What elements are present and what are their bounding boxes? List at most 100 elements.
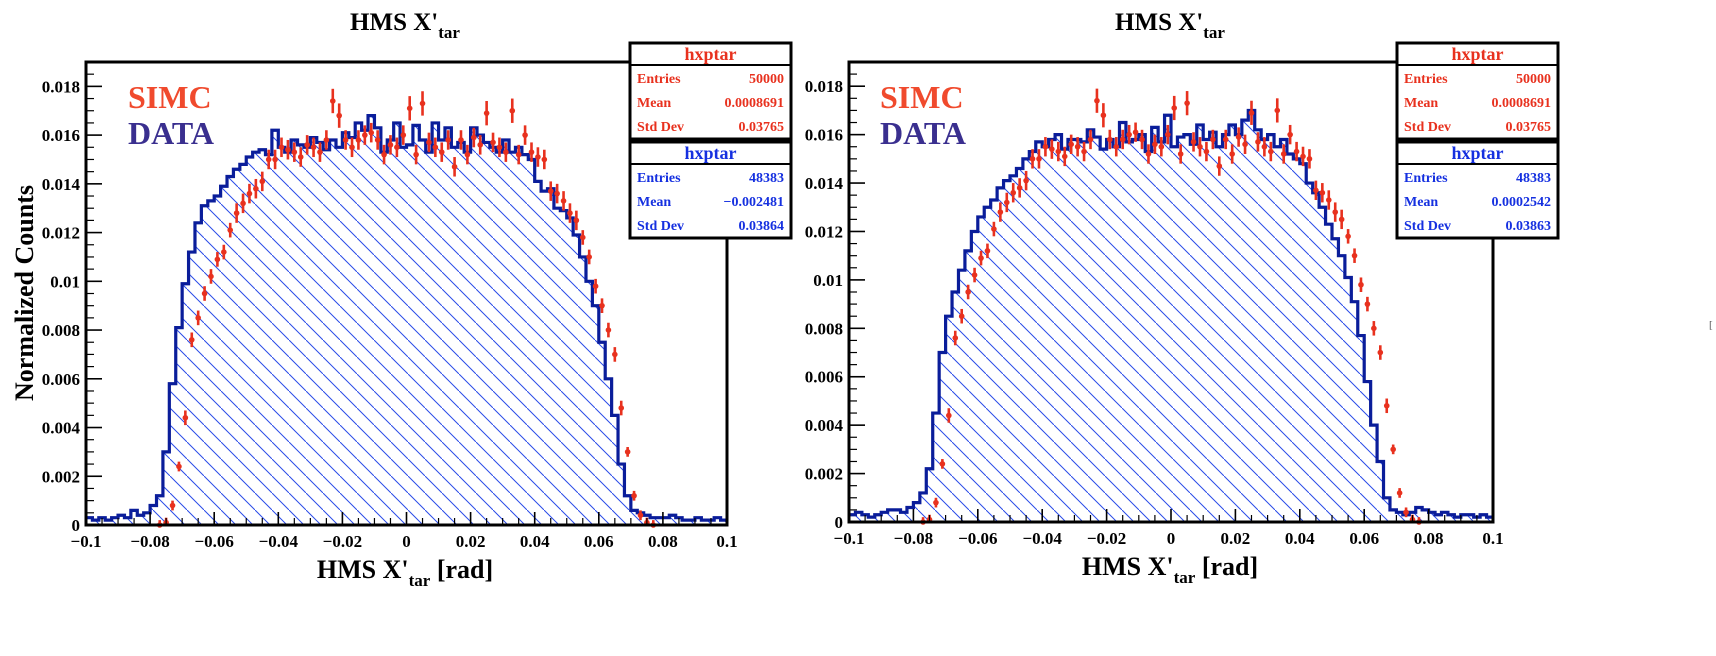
x-axis-label: HMS X'tar [rad] xyxy=(1082,552,1258,587)
simc-point xyxy=(958,313,965,320)
simc-point xyxy=(1119,136,1126,143)
simc-point xyxy=(413,151,419,158)
simc-point xyxy=(1190,139,1197,145)
y-tick-label: 0.006 xyxy=(42,370,80,389)
simc-point xyxy=(1287,131,1293,138)
simc-point xyxy=(1087,136,1094,143)
x-tick-label: −0.08 xyxy=(894,529,933,548)
y-tick-label: 0.018 xyxy=(805,77,843,96)
simc-point xyxy=(387,142,394,148)
simc-point xyxy=(631,492,637,499)
simc-point xyxy=(208,273,214,280)
x-tick-label: 0.04 xyxy=(1285,529,1315,548)
simc-point xyxy=(1313,187,1319,194)
simc-point xyxy=(1094,97,1100,104)
x-tick-label: −0.04 xyxy=(1022,529,1062,548)
simc-point xyxy=(971,272,978,278)
x-tick-label: −0.02 xyxy=(1087,529,1126,548)
simc-point xyxy=(400,132,407,138)
stats-row-label: Entries xyxy=(637,171,681,186)
simc-point xyxy=(451,163,458,170)
simc-point xyxy=(278,144,285,151)
simc-point xyxy=(336,112,342,119)
y-tick-label: 0.006 xyxy=(805,368,843,387)
simc-point xyxy=(1306,156,1313,162)
simc-point xyxy=(496,144,503,151)
simc-point xyxy=(394,144,400,151)
simc-point xyxy=(246,190,253,197)
x-tick-label: −0.04 xyxy=(259,532,299,551)
y-tick-label: 0.01 xyxy=(813,271,843,290)
simc-point xyxy=(939,461,946,467)
simc-point xyxy=(1293,148,1300,155)
simc-point xyxy=(1325,197,1332,203)
x-tick-label: −0.06 xyxy=(194,532,233,551)
x-tick-label: 0.02 xyxy=(456,532,486,551)
simc-point xyxy=(1229,151,1235,157)
simc-point xyxy=(1152,141,1158,148)
x-tick-label: 0.04 xyxy=(520,532,550,551)
stats-row-label: Std Dev xyxy=(1404,120,1451,135)
simc-point xyxy=(567,210,573,216)
stats-box-title: hxptar xyxy=(684,44,736,64)
stats-row-label: Std Dev xyxy=(637,219,684,234)
x-tick-label: 0.08 xyxy=(1414,529,1444,548)
x-tick-label: 0.06 xyxy=(1349,529,1379,548)
chart-title: HMS X'tar xyxy=(350,9,460,42)
simc-point xyxy=(1164,131,1171,138)
simc-point xyxy=(227,227,234,233)
simc-point xyxy=(586,254,592,260)
x-axis-label: HMS X'tar [rad] xyxy=(317,555,493,590)
simc-point xyxy=(592,283,599,289)
simc-point xyxy=(438,149,445,155)
y-tick-label: 0.008 xyxy=(42,321,80,340)
stats-box-frame xyxy=(1395,140,1560,240)
legend-simc: SIMC xyxy=(880,79,964,115)
legend-simc: SIMC xyxy=(128,79,212,115)
simc-point xyxy=(323,137,330,143)
x-tick-label: −0.08 xyxy=(130,532,169,551)
stats-row-label: Entries xyxy=(1404,72,1448,87)
simc-point xyxy=(1023,177,1029,184)
simc-point xyxy=(547,188,554,194)
simc-point xyxy=(1158,143,1165,150)
simc-point xyxy=(1171,105,1178,111)
simc-point xyxy=(304,142,310,148)
simc-point xyxy=(445,137,451,143)
simc-point xyxy=(1074,143,1081,150)
simc-point xyxy=(458,137,464,143)
simc-point xyxy=(464,151,471,158)
simc-point xyxy=(1016,185,1023,191)
simc-point xyxy=(965,289,971,295)
simc-point xyxy=(362,132,368,138)
simc-point xyxy=(1113,143,1120,150)
y-tick-label: 0.016 xyxy=(805,126,843,145)
y-tick-label: 0.014 xyxy=(42,175,81,194)
simc-point xyxy=(381,151,387,158)
simc-point xyxy=(1177,151,1184,157)
simc-point xyxy=(221,249,227,255)
stats-row-value: 0.0008691 xyxy=(1492,96,1552,111)
simc-point xyxy=(624,449,631,455)
simc-point xyxy=(1010,189,1017,196)
chart-title: HMS X'tar xyxy=(1115,9,1225,42)
data-histogram-line xyxy=(849,108,1493,519)
simc-point xyxy=(1222,136,1229,143)
stats-row-value: 48383 xyxy=(749,171,784,186)
stats-row-label: Std Dev xyxy=(1404,219,1451,234)
simc-point xyxy=(1029,156,1036,162)
simc-point xyxy=(612,351,618,358)
simc-point xyxy=(535,154,541,160)
simc-point xyxy=(1003,199,1010,206)
simc-point xyxy=(997,209,1004,215)
simc-point xyxy=(1396,490,1403,496)
simc-point xyxy=(1280,151,1287,157)
simc-point xyxy=(1338,216,1345,223)
simc-point xyxy=(1371,325,1377,332)
y-tick-label: 0.002 xyxy=(42,467,80,486)
data-histogram-fill xyxy=(849,110,1493,522)
